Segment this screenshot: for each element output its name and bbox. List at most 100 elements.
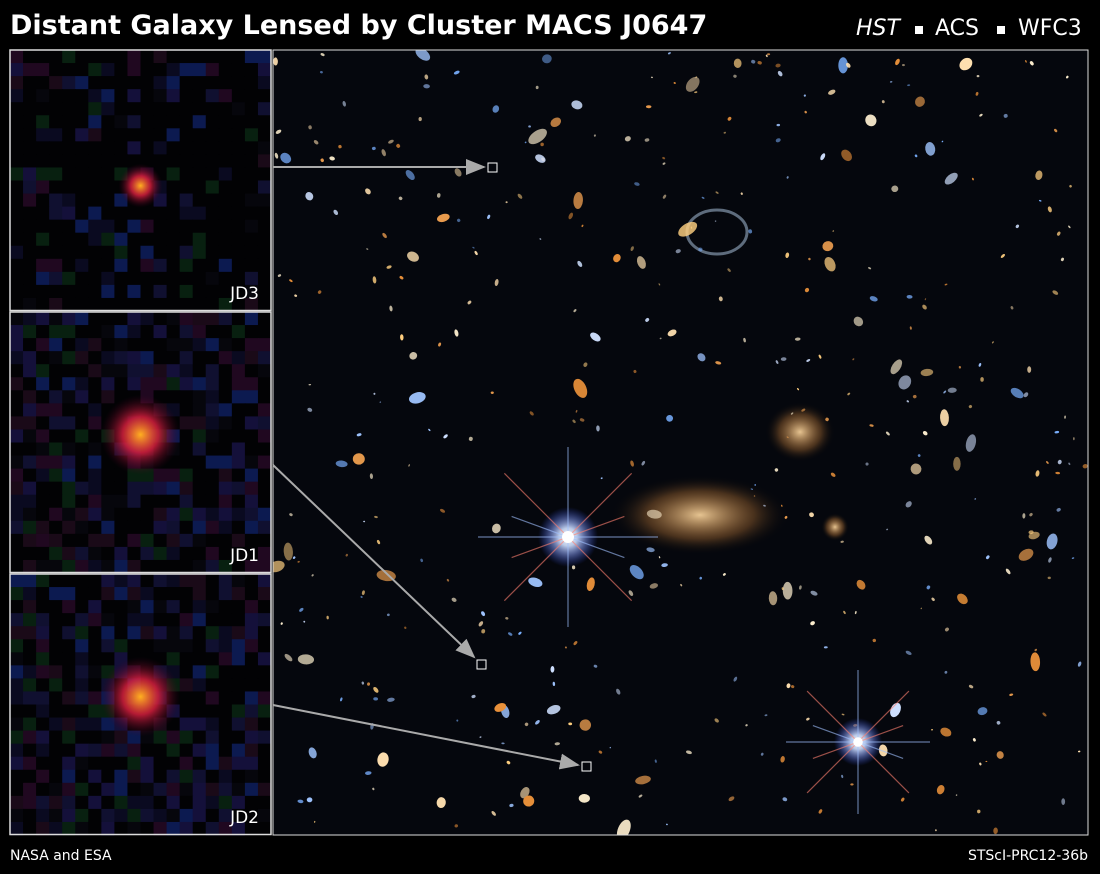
pixel: [10, 743, 24, 758]
pixel: [88, 154, 102, 168]
galaxy: [784, 516, 788, 519]
galaxy: [593, 134, 596, 137]
pixel: [218, 154, 233, 168]
pixel: [10, 377, 24, 391]
pixel: [231, 442, 246, 457]
galaxy: [575, 409, 578, 413]
galaxy: [754, 484, 756, 486]
pixel: [231, 494, 246, 509]
pixel: [62, 546, 76, 561]
galaxy: [993, 827, 998, 835]
pixel: [244, 76, 259, 90]
pixel: [205, 325, 220, 339]
pixel: [244, 271, 259, 286]
galaxy: [841, 713, 845, 716]
galaxy: [387, 697, 395, 702]
pixel: [23, 468, 37, 483]
galaxy: [456, 719, 459, 722]
pixel: [153, 821, 168, 836]
galaxy: [374, 515, 378, 519]
galaxy: [776, 123, 781, 127]
pixel: [218, 782, 233, 797]
pixel: [49, 351, 63, 365]
pixel: [88, 89, 102, 103]
pixel: [101, 559, 115, 574]
pixel: [244, 808, 259, 823]
pixel: [231, 377, 246, 391]
pixel: [218, 481, 233, 496]
pixel: [192, 587, 207, 601]
pixel: [257, 442, 272, 457]
pixel: [23, 494, 37, 509]
galaxy: [1010, 387, 1024, 399]
pixel: [127, 271, 141, 286]
pixel: [244, 600, 259, 614]
pixel: [75, 245, 89, 260]
pixel: [257, 180, 272, 195]
pixel: [179, 245, 194, 260]
galaxy: [1042, 712, 1047, 717]
pixel: [244, 154, 259, 168]
pixel: [192, 115, 207, 129]
pixel: [49, 574, 63, 588]
pixel: [218, 494, 233, 509]
pixel: [75, 639, 89, 653]
pixel: [49, 494, 63, 509]
pixel: [140, 364, 155, 378]
pixel: [101, 782, 115, 797]
pixel: [101, 180, 115, 195]
pixel: [231, 429, 246, 443]
galaxy: [718, 296, 723, 302]
pixel: [49, 533, 63, 548]
pixel: [205, 600, 220, 614]
pixel: [205, 442, 220, 457]
image-frame: [272, 49, 1089, 836]
pixel: [192, 76, 207, 90]
pixel: [153, 284, 168, 299]
pixel: [49, 102, 63, 116]
pixel: [166, 115, 181, 129]
galaxy: [971, 177, 974, 181]
pixel: [179, 665, 194, 679]
pixel: [62, 219, 76, 234]
pixel: [140, 141, 155, 155]
pixel: [179, 652, 194, 666]
pixel: [179, 613, 194, 627]
galaxy: [389, 305, 393, 312]
pixel: [179, 206, 194, 221]
pixel: [179, 730, 194, 745]
pixel: [192, 600, 207, 614]
pixel: [49, 665, 63, 679]
pixel: [10, 429, 24, 443]
pixel: [179, 795, 194, 810]
pixel: [10, 76, 24, 90]
pixel: [114, 154, 128, 168]
pixel: [218, 704, 233, 719]
pixel: [218, 574, 233, 588]
pixel: [140, 559, 155, 574]
galaxy: [895, 58, 900, 66]
pixel: [23, 89, 37, 103]
pixel: [114, 377, 128, 391]
pixel: [88, 574, 102, 588]
pixel: [62, 455, 76, 470]
pixel: [205, 468, 220, 483]
pixel: [88, 377, 102, 391]
pixel: [192, 351, 207, 365]
galaxy: [943, 390, 947, 394]
galaxy: [1030, 652, 1041, 672]
pixel: [114, 743, 128, 758]
pixel: [114, 325, 128, 339]
galaxy: [641, 460, 646, 466]
pixel: [192, 167, 207, 181]
pixel: [153, 613, 168, 627]
galaxy: [806, 359, 811, 362]
pixel: [49, 232, 63, 247]
galaxy: [760, 752, 764, 756]
pixel: [10, 730, 24, 745]
pixel: [88, 312, 102, 326]
pixel: [49, 639, 63, 653]
galaxy: [644, 138, 650, 142]
galaxy: [481, 611, 486, 617]
pixel: [166, 50, 181, 64]
